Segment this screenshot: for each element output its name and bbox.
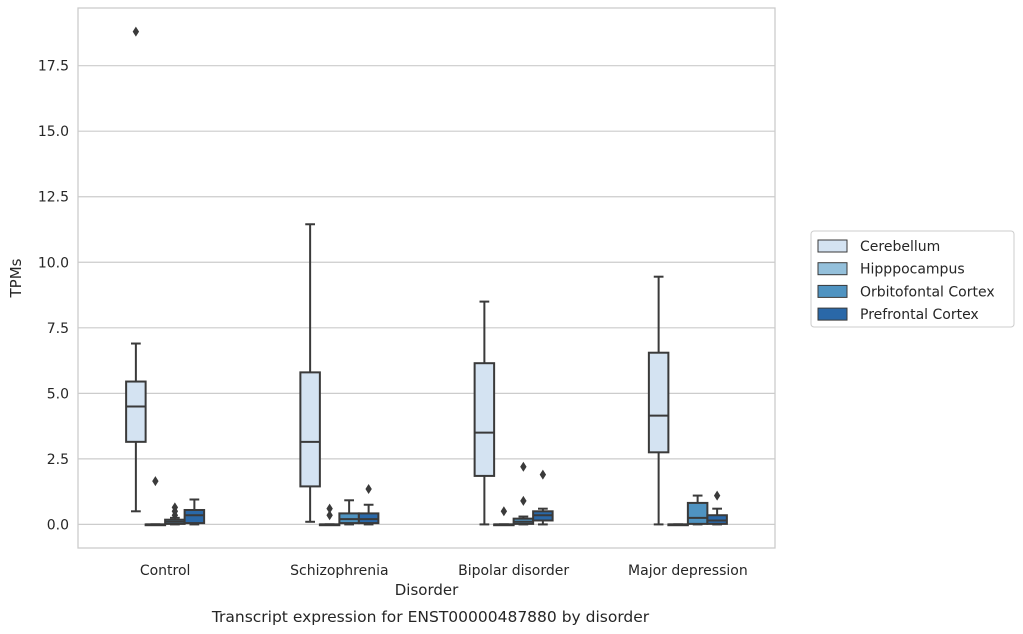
box-body [299,371,321,488]
box-body [473,362,496,477]
gridlines [78,65,775,526]
chart-caption: Transcript expression for ENST0000048788… [211,608,650,626]
x-tick-label: Control [140,563,191,579]
box-3-1 [667,523,689,527]
y-tick-label: 12.5 [38,190,69,206]
box-1-1 [318,503,341,527]
legend-label: Prefrontal Cortex [860,307,979,323]
outlier-point [713,490,721,501]
y-tick-label: 10.0 [38,255,69,271]
y-tick-label: 0.0 [47,517,69,533]
legend-label: Cerebellum [860,239,940,255]
x-tick-label: Bipolar disorder [458,563,569,579]
box-0-2 [164,502,186,526]
legend-swatch [817,262,848,276]
box-2-0 [473,300,496,526]
box-body [183,508,206,525]
box-3-3 [706,490,728,526]
box-3-0 [647,275,670,526]
y-tick-label: 17.5 [38,59,69,75]
box-0-1 [144,476,167,527]
box-body [647,351,670,454]
box-body [686,501,709,525]
x-tick-label: Schizophrenia [290,563,388,579]
x-axis-label: Disorder [395,581,459,599]
outlier-point [152,476,159,487]
outlier-point [500,506,508,517]
outlier-point [520,461,527,472]
legend-swatch [817,239,848,253]
y-tick-label: 7.5 [47,321,69,337]
y-tick-label: 15.0 [38,124,69,140]
outlier-point [132,26,140,37]
box-0-3 [183,498,206,526]
legend: Cerebellum Hipppocampus Orbitofontal Corte… [810,230,1015,328]
outlier-point [326,503,333,514]
box-0-0 [125,26,147,513]
box-body [125,380,147,443]
box-2-3 [532,469,554,526]
outlier-point [539,469,547,480]
box-1-2 [338,499,360,526]
legend-frame [810,230,1015,328]
y-tick-labels: 0.0 2.5 5.0 7.5 10.0 12.5 15.0 17.5 [38,59,69,534]
box-1-0 [299,223,321,523]
legend-label: Hipppocampus [860,262,965,278]
outlier-point [171,502,179,513]
x-tick-labels: Control Schizophrenia Bipolar disorder Majo… [140,563,748,579]
y-tick-label: 5.0 [47,386,69,402]
x-tick-label: Major depression [628,563,748,579]
y-tick-label: 2.5 [47,452,69,468]
box-2-1 [493,506,515,527]
y-axis-label: TPMs [7,258,25,298]
legend-swatch [817,284,848,298]
box-1-3 [357,484,380,526]
plot-frame [77,7,776,549]
outlier-point [326,510,333,521]
legend-swatch [817,307,848,321]
plot-marks [125,26,728,527]
outlier-point [520,495,527,506]
outlier-point [365,484,372,495]
box-3-2 [686,494,709,526]
legend-label: Orbitofontal Cortex [860,284,995,300]
box-2-2 [512,461,535,526]
